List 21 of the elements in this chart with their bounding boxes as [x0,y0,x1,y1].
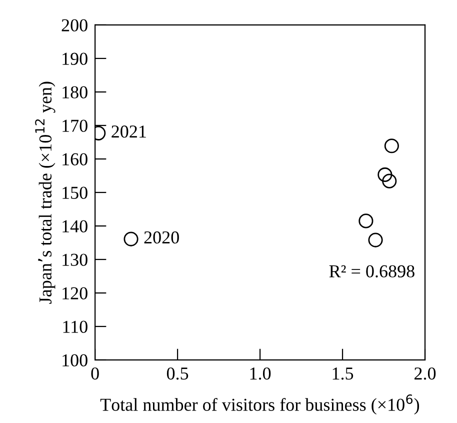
y-tick-label: 100 [62,354,88,366]
y-axis-title: Japan’s total trade (×10$^{12}$ yen) [35,82,56,304]
y-tick-label: 200 [62,19,88,32]
annotation: 2021 [112,126,146,138]
x-axis-title: Total number of visitors for business (×10$^{6}$) [100,394,420,415]
annotation: 2020 [144,231,179,244]
y-tick-label: 120 [62,287,88,300]
y-tick-label: 140 [62,220,88,232]
y-tick-label: 180 [62,86,88,98]
x-tick-label: 1.5 [332,368,354,380]
y-tick-label: 190 [62,52,88,65]
y-tick-label: 160 [62,153,88,166]
y-tick-label: 150 [62,186,88,199]
y-tick-label: 170 [62,120,88,132]
x-tick-label: 1.0 [250,367,271,380]
y-tick-label: 130 [62,254,88,266]
x-tick-label: 0 [91,367,99,380]
annotation: R² = 0.6898 [329,265,414,278]
y-tick-label: 110 [63,320,88,333]
x-tick-label: 0.5 [166,367,188,380]
x-tick-label: 2.0 [414,367,436,380]
